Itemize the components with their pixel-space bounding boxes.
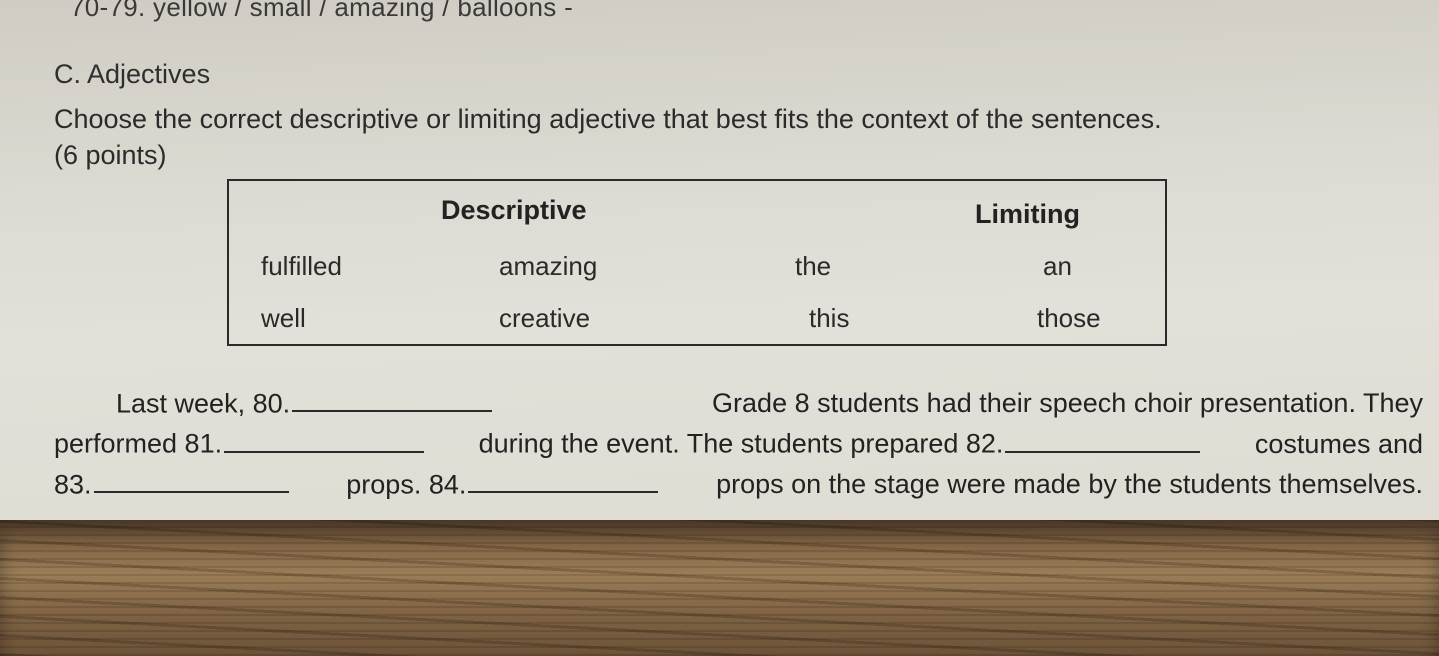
section-instruction: Choose the correct descriptive or limiti… [54,100,1379,139]
partial-previous-item: 70-79. yellow / small / amazing / balloo… [70,0,573,23]
text-fragment: Grade 8 students had their speech choir … [712,384,1423,424]
text-fragment: Last week, 80. [116,388,290,418]
section-heading: C. Adjectives [54,59,210,90]
wordbox-cell-this: this [809,303,849,334]
blank-84[interactable] [468,465,658,493]
wordbox-cell-those: those [1037,303,1101,334]
fill-in-paragraph: Last week, 80. Grade 8 students had thei… [54,384,1423,505]
blank-80[interactable] [292,384,492,412]
text-fragment: costumes and [1255,425,1423,465]
wordbox-header-limiting: Limiting [975,199,1080,230]
desk-surface [0,520,1439,656]
blank-81[interactable] [224,424,424,452]
blank-83[interactable] [94,465,289,493]
wordbox-header-descriptive: Descriptive [441,195,587,226]
blank-82[interactable] [1005,424,1200,452]
wordbox-cell-the: the [795,251,831,282]
wordbox-cell-creative: creative [499,303,590,334]
text-fragment: props. 84. [346,469,466,499]
text-fragment: 83. [54,469,92,499]
text-fragment: props on the stage were made by the stud… [716,465,1423,505]
text-fragment: performed 81. [54,429,222,459]
text-fragment: during the event. The students prepared … [479,429,1004,459]
paragraph-line-1: Last week, 80. Grade 8 students had thei… [54,384,1423,424]
paragraph-line-2: performed 81. during the event. The stud… [54,424,1423,464]
worksheet-page: 70-79. yellow / small / amazing / balloo… [0,0,1439,520]
wordbox-cell-fulfilled: fulfilled [261,251,342,282]
wordbox-cell-an: an [1043,251,1072,282]
word-bank-box: Descriptive Limiting fulfilled amazing t… [227,179,1167,346]
wordbox-cell-amazing: amazing [499,251,597,282]
section-points: (6 points) [54,140,167,171]
paragraph-line-3: 83. props. 84. props on the stage were m… [54,465,1423,505]
wordbox-cell-well: well [261,303,306,334]
